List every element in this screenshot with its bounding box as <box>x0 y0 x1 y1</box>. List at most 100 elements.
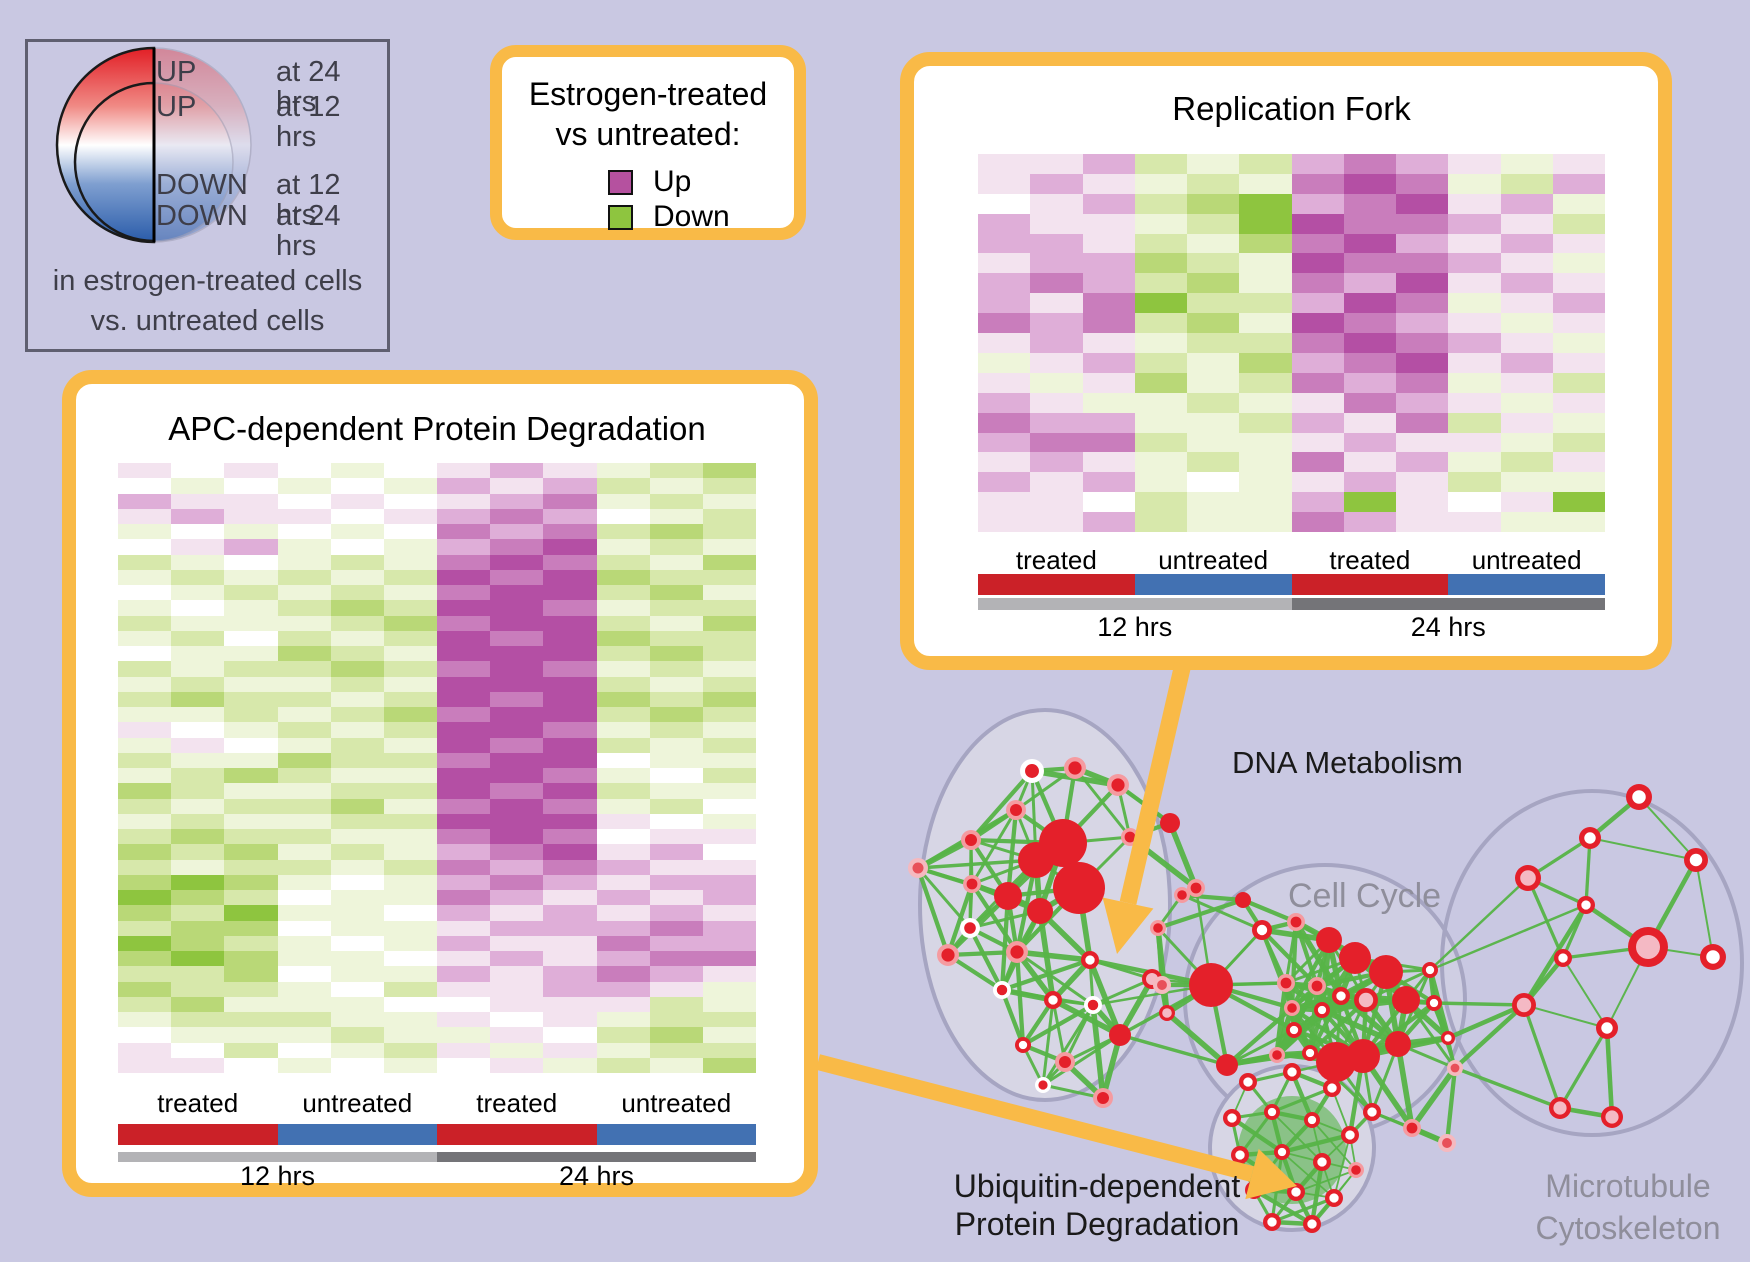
heatmap-cell <box>1134 432 1187 453</box>
network-edge <box>1371 1110 1413 1130</box>
heatmap-cell <box>543 508 597 524</box>
network-node <box>1087 999 1099 1011</box>
network-node <box>965 834 977 846</box>
condition-label: treated <box>1015 545 1097 575</box>
heatmap-cell <box>490 569 544 585</box>
network-node <box>1035 1077 1051 1093</box>
network-edge <box>969 769 1034 842</box>
network-node <box>1291 1187 1301 1197</box>
heatmap-cell <box>596 890 650 906</box>
heatmap-cell <box>543 646 597 662</box>
heatmap-cell <box>1500 173 1553 194</box>
network-node <box>1628 927 1668 967</box>
heatmap-cell <box>649 935 703 951</box>
heatmap-cell <box>277 935 331 951</box>
network-node <box>1287 1067 1297 1077</box>
heatmap-cell <box>330 661 384 677</box>
network-node <box>1153 976 1171 994</box>
heatmap-cell <box>596 600 650 616</box>
heatmap-cell <box>702 1057 756 1073</box>
heatmap-cell <box>171 463 225 479</box>
heatmap-cell <box>596 752 650 768</box>
heatmap-cell <box>277 1057 331 1073</box>
heatmap-cell <box>649 981 703 997</box>
network-edge <box>1526 877 1565 959</box>
heatmap-cell <box>1082 273 1135 294</box>
heatmap-cell <box>490 829 544 845</box>
network-node <box>1317 1005 1327 1015</box>
heatmap-cell <box>224 691 278 707</box>
heatmap-cell <box>1239 233 1292 254</box>
network-node <box>1632 790 1646 804</box>
network-bridge-edge <box>1151 977 1212 987</box>
heatmap-cell <box>1343 253 1396 274</box>
network-node <box>963 875 981 893</box>
network-node <box>1235 892 1251 908</box>
network-edge <box>1063 1004 1095 1063</box>
network-edge <box>1334 1061 1374 1113</box>
heatmap-cell <box>1082 372 1135 393</box>
heatmap-cell <box>1187 412 1240 433</box>
network-edge <box>1092 977 1153 1007</box>
network-edge <box>1006 893 1042 914</box>
network-node <box>1249 1185 1259 1195</box>
heatmap-cell <box>383 691 437 707</box>
heatmap-cell <box>1134 173 1187 194</box>
heatmap-cell <box>978 193 1031 214</box>
heatmap-cell <box>437 829 491 845</box>
heatmap-cell <box>330 981 384 997</box>
heatmap-cell <box>543 676 597 692</box>
heatmap-cell <box>224 783 278 799</box>
network-node <box>1605 1110 1619 1124</box>
heatmap-cell <box>1030 452 1083 473</box>
network-edge <box>1404 997 1450 1041</box>
network-edge <box>1562 945 1649 960</box>
heatmap-cell <box>490 874 544 890</box>
network-bridge-edge <box>1454 1066 1561 1110</box>
heatmap-cell <box>118 569 172 585</box>
heatmap-cell <box>490 646 544 662</box>
heatmap-cell <box>1134 233 1187 254</box>
network-edge <box>1397 1042 1456 1070</box>
heatmap-cell <box>437 508 491 524</box>
heatmap-cell <box>649 890 703 906</box>
network-edge <box>1156 926 1213 987</box>
network-edge <box>1275 1008 1324 1057</box>
network-edge <box>1361 998 1408 1058</box>
network-edge <box>1311 1119 1357 1171</box>
network-edge <box>917 865 1009 899</box>
legend-footer-line2: vs. untreated cells <box>90 305 325 337</box>
heatmap-cell <box>702 951 756 967</box>
condition-label: untreated <box>621 1088 732 1118</box>
network-node <box>1706 950 1720 964</box>
heatmap-cell <box>702 630 756 646</box>
bottom-margin <box>0 1262 1750 1279</box>
network-bridge-edge <box>1291 1060 1337 1074</box>
heatmap-cell <box>118 722 172 738</box>
heatmap-cell <box>330 935 384 951</box>
cluster-label: Microtubule <box>1545 1168 1711 1204</box>
heatmap-cell <box>383 508 437 524</box>
heatmap-cell <box>596 722 650 738</box>
network-edge <box>1015 886 1081 954</box>
network-edge <box>1226 1028 1295 1067</box>
network-edge <box>1014 809 1038 861</box>
heatmap-cell <box>330 676 384 692</box>
condition-bar <box>118 1124 278 1145</box>
condition-bar <box>1448 574 1605 595</box>
heatmap-cell <box>224 905 278 921</box>
network-node <box>1010 945 1024 959</box>
heatmap-cell <box>490 813 544 829</box>
network-bridge-edge <box>1194 887 1213 986</box>
heatmap-cell <box>649 798 703 814</box>
network-node <box>1160 813 1180 833</box>
heatmap-cell <box>171 600 225 616</box>
heatmap-cell <box>978 313 1031 334</box>
heatmap-cell <box>1082 293 1135 314</box>
heatmap-cell <box>437 935 491 951</box>
heatmap-cell <box>543 874 597 890</box>
network-edge <box>1293 994 1342 1032</box>
heatmap-cell <box>437 874 491 890</box>
network-edge <box>1271 1109 1313 1123</box>
network-edge <box>1035 858 1080 890</box>
